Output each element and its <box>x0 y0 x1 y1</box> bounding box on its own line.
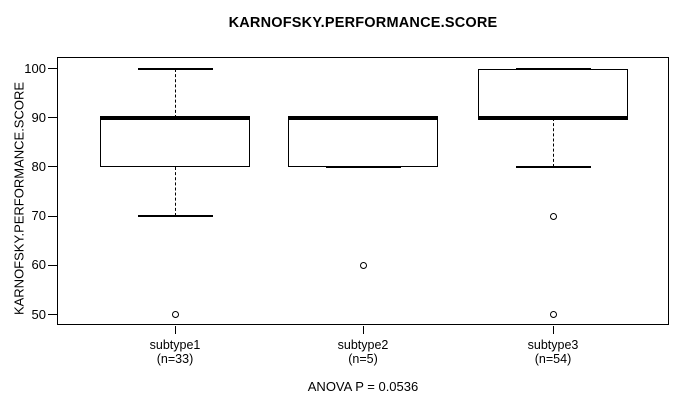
outlier-point <box>549 212 557 220</box>
upper-whisker-cap <box>137 67 213 70</box>
boxplot-box <box>478 68 628 118</box>
y-tick-label: 90 <box>31 109 46 125</box>
median-line <box>288 115 438 120</box>
y-tick-label: 60 <box>31 257 46 273</box>
group-name-label: subtype3 <box>527 338 579 352</box>
group-name-label: subtype1 <box>149 338 201 352</box>
y-tick-label: 70 <box>31 208 46 224</box>
x-tick-label: subtype3 (n=54) <box>478 338 628 366</box>
y-axis-tick <box>48 264 57 266</box>
upper-whisker-line <box>174 68 176 118</box>
y-tick-label: 50 <box>31 306 46 322</box>
median-line <box>100 115 250 120</box>
y-axis-tick <box>48 117 57 119</box>
boxplot-box <box>100 117 250 167</box>
group-n-label: (n=33) <box>156 352 194 366</box>
y-axis-tick <box>48 314 57 315</box>
x-tick-label: subtype1 (n=33) <box>100 338 250 366</box>
lower-whisker-cap <box>515 165 591 168</box>
upper-whisker-cap <box>515 67 591 70</box>
outlier-point <box>549 311 557 318</box>
x-axis-tick <box>174 326 176 334</box>
boxplot-box <box>288 117 438 167</box>
outlier-point <box>359 261 367 269</box>
y-axis-tick <box>48 215 57 217</box>
y-tick-label: 80 <box>31 158 46 174</box>
lower-whisker-line <box>552 117 554 167</box>
chart-title: KARNOFSKY.PERFORMANCE.SCORE <box>228 15 498 31</box>
y-axis-tick <box>48 68 57 69</box>
x-axis-tick <box>552 326 554 334</box>
y-axis-tick <box>48 166 57 168</box>
lower-whisker-line <box>174 166 176 217</box>
x-axis-tick <box>362 326 364 334</box>
y-tick-label: 100 <box>24 60 46 76</box>
group-n-label: (n=54) <box>534 352 572 366</box>
lower-whisker-cap <box>325 165 401 168</box>
x-tick-label: subtype2 (n=5) <box>288 338 438 366</box>
group-name-label: subtype2 <box>337 338 389 352</box>
anova-p-annotation: ANOVA P = 0.0536 <box>307 379 419 394</box>
median-line <box>478 115 628 120</box>
outlier-point <box>171 311 179 318</box>
group-n-label: (n=5) <box>348 352 378 366</box>
lower-whisker-cap <box>137 215 213 218</box>
